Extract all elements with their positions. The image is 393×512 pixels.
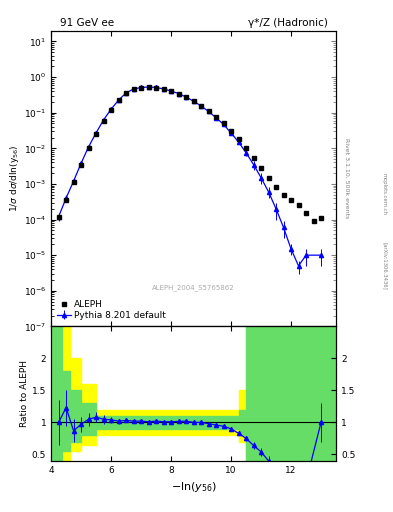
ALEPH: [56, 214, 61, 220]
Text: γ*/Z (Hadronic): γ*/Z (Hadronic): [248, 18, 327, 28]
ALEPH: [236, 136, 241, 142]
ALEPH: [199, 103, 204, 109]
ALEPH: [94, 131, 98, 137]
ALEPH: [251, 155, 256, 161]
ALEPH: [206, 108, 211, 114]
Y-axis label: 1/$\sigma$ d$\sigma$/dln(y$_{56}$): 1/$\sigma$ d$\sigma$/dln(y$_{56}$): [8, 145, 21, 212]
ALEPH: [266, 175, 271, 181]
ALEPH: [244, 145, 248, 152]
ALEPH: [184, 94, 188, 100]
Y-axis label: Ratio to ALEPH: Ratio to ALEPH: [20, 360, 29, 427]
ALEPH: [116, 97, 121, 103]
ALEPH: [259, 165, 263, 171]
ALEPH: [304, 210, 309, 217]
Line: ALEPH: ALEPH: [56, 85, 323, 224]
ALEPH: [101, 118, 106, 124]
ALEPH: [296, 202, 301, 208]
ALEPH: [229, 128, 233, 134]
ALEPH: [154, 84, 158, 91]
ALEPH: [221, 120, 226, 126]
ALEPH: [176, 91, 181, 97]
Y-axis label: Rivet 3.1.10, 500k events: Rivet 3.1.10, 500k events: [344, 138, 349, 219]
ALEPH: [131, 87, 136, 93]
ALEPH: [64, 197, 68, 203]
ALEPH: [169, 88, 173, 94]
ALEPH: [319, 215, 323, 221]
ALEPH: [214, 114, 219, 120]
X-axis label: $-\ln(y_{56})$: $-\ln(y_{56})$: [171, 480, 217, 494]
ALEPH: [71, 179, 76, 185]
Text: mcplots.cern.ch: mcplots.cern.ch: [382, 174, 387, 216]
ALEPH: [124, 90, 129, 96]
Legend: ALEPH, Pythia 8.201 default: ALEPH, Pythia 8.201 default: [55, 298, 167, 322]
ALEPH: [289, 197, 294, 203]
ALEPH: [139, 84, 143, 91]
ALEPH: [191, 98, 196, 104]
Text: [arXiv:1306.3436]: [arXiv:1306.3436]: [382, 242, 387, 290]
ALEPH: [109, 107, 114, 113]
Text: 91 GeV ee: 91 GeV ee: [60, 18, 114, 28]
ALEPH: [281, 191, 286, 198]
ALEPH: [161, 86, 166, 92]
ALEPH: [79, 161, 83, 167]
ALEPH: [274, 184, 278, 190]
Text: ALEPH_2004_S5765862: ALEPH_2004_S5765862: [152, 284, 235, 291]
ALEPH: [146, 84, 151, 90]
ALEPH: [86, 145, 91, 152]
ALEPH: [311, 218, 316, 224]
